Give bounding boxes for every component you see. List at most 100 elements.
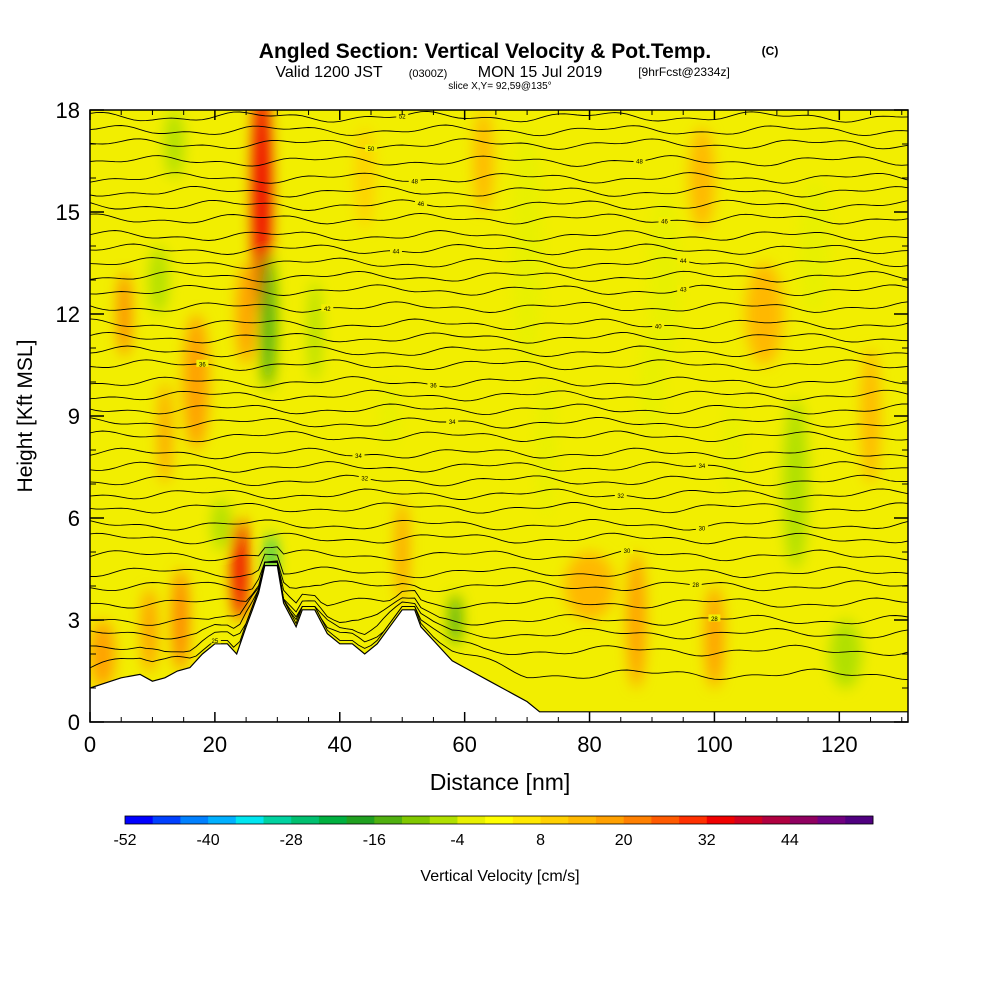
velocity-cell-1 (232, 518, 248, 620)
isentrope-14 (90, 447, 908, 460)
isentrope-label-bg-13 (695, 461, 708, 469)
isentrope-10 (90, 502, 908, 514)
isentrope-2 (90, 561, 908, 640)
colorbar-frame (124, 815, 874, 825)
isentrope-label-bg-34 (633, 157, 646, 165)
isentrope-label-bg-31 (414, 199, 427, 207)
x-axis: 0 20 40 60 80 100 120 (84, 110, 903, 757)
isentrope-27 (90, 257, 908, 269)
isentrope-37 (90, 110, 908, 123)
isentrope-31 (90, 199, 908, 212)
velocity-cell-11 (798, 178, 830, 314)
colorbar-swatch-17 (595, 816, 625, 824)
isentrope-9 (90, 519, 908, 531)
isentrope-label-23: 40 (655, 324, 662, 330)
y-tick-label-18: 18 (56, 98, 80, 123)
y-tick-label-15: 15 (56, 200, 80, 225)
isentrope-label-33: 48 (411, 179, 418, 185)
colorbar-swatch-24 (789, 816, 818, 824)
isentrope-label-bg-27 (677, 256, 690, 264)
x-tick-label-120: 120 (821, 732, 858, 757)
isentrope-label-bg-37 (396, 111, 409, 119)
velocity-cell-21 (118, 271, 131, 357)
isentrope-32 (90, 185, 908, 198)
y-tick-label-12: 12 (56, 302, 80, 327)
velocity-cell-4 (308, 280, 322, 382)
isentrope-labels: 25 28 28 30 30 32 32 34 34 34 36 36 40 42 43 44 44 46 46 48… (196, 111, 721, 645)
isentrope-label-16: 34 (449, 420, 456, 426)
colorbar-tick-6: 20 (615, 832, 633, 849)
velocity-cell-30 (474, 110, 493, 212)
isentrope-6 (90, 553, 908, 579)
isentrope-18 (90, 389, 908, 402)
x-tick-label-80: 80 (577, 732, 601, 757)
velocity-cell-25 (627, 552, 646, 688)
x-tick-label-100: 100 (696, 732, 733, 757)
colorbar-tick-0: -52 (113, 832, 136, 849)
isentrope-label-25: 43 (680, 288, 687, 294)
isentrope-25 (90, 284, 908, 297)
velocity-cell-26 (705, 586, 724, 688)
colorbar-swatch-16 (568, 816, 597, 824)
y-tick-label-3: 3 (68, 608, 80, 633)
isentrope-33 (90, 172, 908, 184)
valid-prefix: Valid 1200 JST (275, 64, 383, 81)
colorbar-swatch-23 (762, 816, 791, 824)
isentrope-3 (90, 561, 908, 626)
x-axis-label: Distance [nm] (430, 769, 571, 795)
isentrope-label-11: 32 (617, 494, 624, 500)
isentrope-label-14: 34 (355, 454, 362, 460)
plot-area: 25 28 28 30 30 32 32 34 34 34 36 36 40 42 43 44 44 46 46 48… (90, 110, 908, 722)
colorbar-swatch-3 (208, 816, 237, 824)
colorbar-tick-5: 8 (536, 832, 545, 849)
isentrope-lines (90, 110, 908, 681)
x-tick-label-20: 20 (203, 732, 227, 757)
isentrope-label-bg-16 (446, 417, 459, 425)
isentrope-label-7: 30 (624, 549, 631, 555)
isentrope-label-bg-0 (208, 636, 221, 644)
isentrope-label-0: 25 (212, 639, 219, 645)
isentrope-11 (90, 488, 908, 500)
isentrope-label-bg-20 (196, 359, 209, 367)
colorbar-swatch-15 (540, 816, 569, 824)
colorbar-swatch-26 (845, 816, 874, 824)
slice-note: slice X,Y= 92,59@135° (448, 81, 551, 92)
isentrope-label-30: 46 (661, 220, 668, 226)
velocity-cell-32 (395, 501, 409, 603)
forecast-note: [9hrFcst@2334z] (638, 65, 730, 79)
velocity-cell-28 (861, 348, 880, 484)
colorbar-swatch-22 (734, 816, 763, 824)
isentrope-label-bg-35 (364, 144, 377, 152)
valid-date: MON 15 Jul 2019 (478, 64, 603, 81)
isentrope-15 (90, 430, 908, 443)
isentrope-21 (90, 345, 908, 358)
colorbar-ticks: -52 -40 -28 -16 -4 8 20 32 44 (113, 832, 798, 849)
isentrope-label-bg-9 (695, 523, 708, 531)
velocity-cell-31 (689, 127, 715, 229)
isentrope-label-37: 52 (399, 114, 406, 120)
isentrope-label-bg-25 (677, 285, 690, 293)
colorbar-swatch-19 (651, 816, 680, 824)
velocity-cell-27 (745, 263, 784, 365)
colorbar-swatch-4 (235, 816, 264, 824)
colorbar-swatch-13 (485, 816, 514, 824)
isentrope-label-bg-7 (621, 546, 634, 554)
velocity-cell-29 (564, 552, 615, 620)
isentrope-16 (90, 417, 908, 429)
isentrope-label-bg-28 (389, 246, 402, 254)
velocity-cell-20 (141, 587, 158, 673)
isentrope-label-28: 44 (393, 249, 400, 255)
isentrope-29 (90, 230, 908, 242)
isentrope-label-bg-33 (408, 176, 421, 184)
isentrope-8 (90, 532, 908, 545)
isentrope-label-bg-30 (658, 217, 671, 225)
isentrope-20 (90, 359, 908, 371)
y-tick-label-6: 6 (68, 506, 80, 531)
x-tick-label-40: 40 (328, 732, 352, 757)
isentrope-13 (90, 461, 908, 473)
title-mark: (C) (762, 44, 779, 58)
velocity-cell-10 (783, 399, 809, 569)
